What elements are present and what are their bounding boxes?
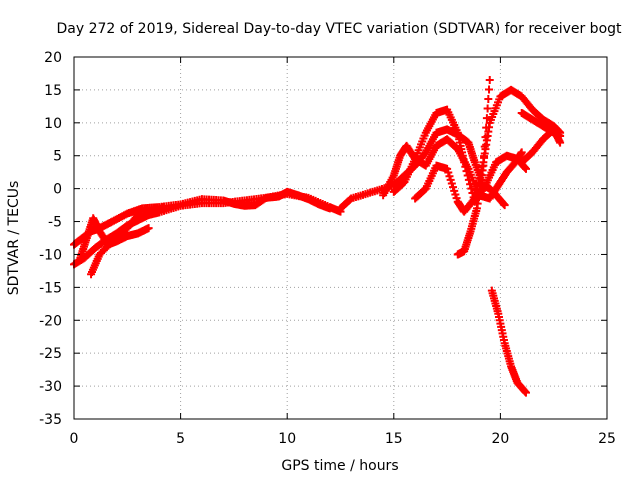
y-tick-label: -15 [39,280,62,296]
data-point [479,161,488,170]
series-track-7 [389,105,530,206]
x-tick-label: 25 [598,431,616,447]
data-point [556,131,565,140]
data-point [464,175,473,184]
data-point [144,224,153,233]
x-tick-label: 10 [278,431,296,447]
data-point [521,164,530,173]
y-tick-label: 10 [44,116,62,132]
data-point [517,148,526,157]
data-point [483,104,492,113]
x-tick-label: 0 [70,431,79,447]
data-point [482,114,491,123]
series-track-6 [379,135,526,203]
x-axis-ticks: 0 5 10 15 20 25 [70,57,616,447]
x-tick-label: 20 [491,431,509,447]
y-tick-label: -35 [39,412,62,428]
data-point [469,195,478,204]
data-point [463,171,472,180]
data-point [485,85,494,94]
y-axis-ticks: -35 -30 -25 -20 -15 -10 -5 0 5 10 15 20 [39,50,607,428]
y-tick-label: -20 [39,313,62,329]
data-point [521,388,530,397]
data-point [482,123,491,132]
series-track-4 [87,203,168,279]
y-tick-label: -10 [39,247,62,263]
plot-frame [73,56,608,420]
x-tick-label: 5 [176,431,185,447]
series-track-3 [76,214,153,262]
y-tick-label: -30 [39,379,62,395]
data-point [467,184,476,193]
series-track-12 [487,286,530,397]
data-point [159,203,168,212]
series-track-9 [453,76,494,259]
y-tick-label: 20 [44,50,62,66]
series-track-11 [517,108,565,140]
y-axis-label: SDTVAR / TECUs [6,181,22,296]
x-tick-label: 15 [385,431,403,447]
data-point [485,76,494,85]
series-track-2 [70,187,334,249]
data-point [500,201,509,210]
y-tick-label: 0 [53,182,62,198]
chart-title: Day 272 of 2019, Sidereal Day-to-day VTE… [56,21,622,37]
data-point [481,133,490,142]
data-point [460,158,469,167]
data-point [480,142,489,151]
data-series [70,76,565,397]
y-tick-label: 5 [53,149,62,165]
data-point [462,167,471,176]
data-point [325,204,334,213]
grid-lines [74,57,607,419]
data-point [480,152,489,161]
y-tick-label: -25 [39,346,62,362]
x-axis-label: GPS time / hours [281,458,398,474]
data-point [466,180,475,189]
data-point [484,95,493,104]
y-tick-label: 15 [44,83,62,99]
y-tick-label: -5 [48,215,62,231]
data-point [461,162,470,171]
